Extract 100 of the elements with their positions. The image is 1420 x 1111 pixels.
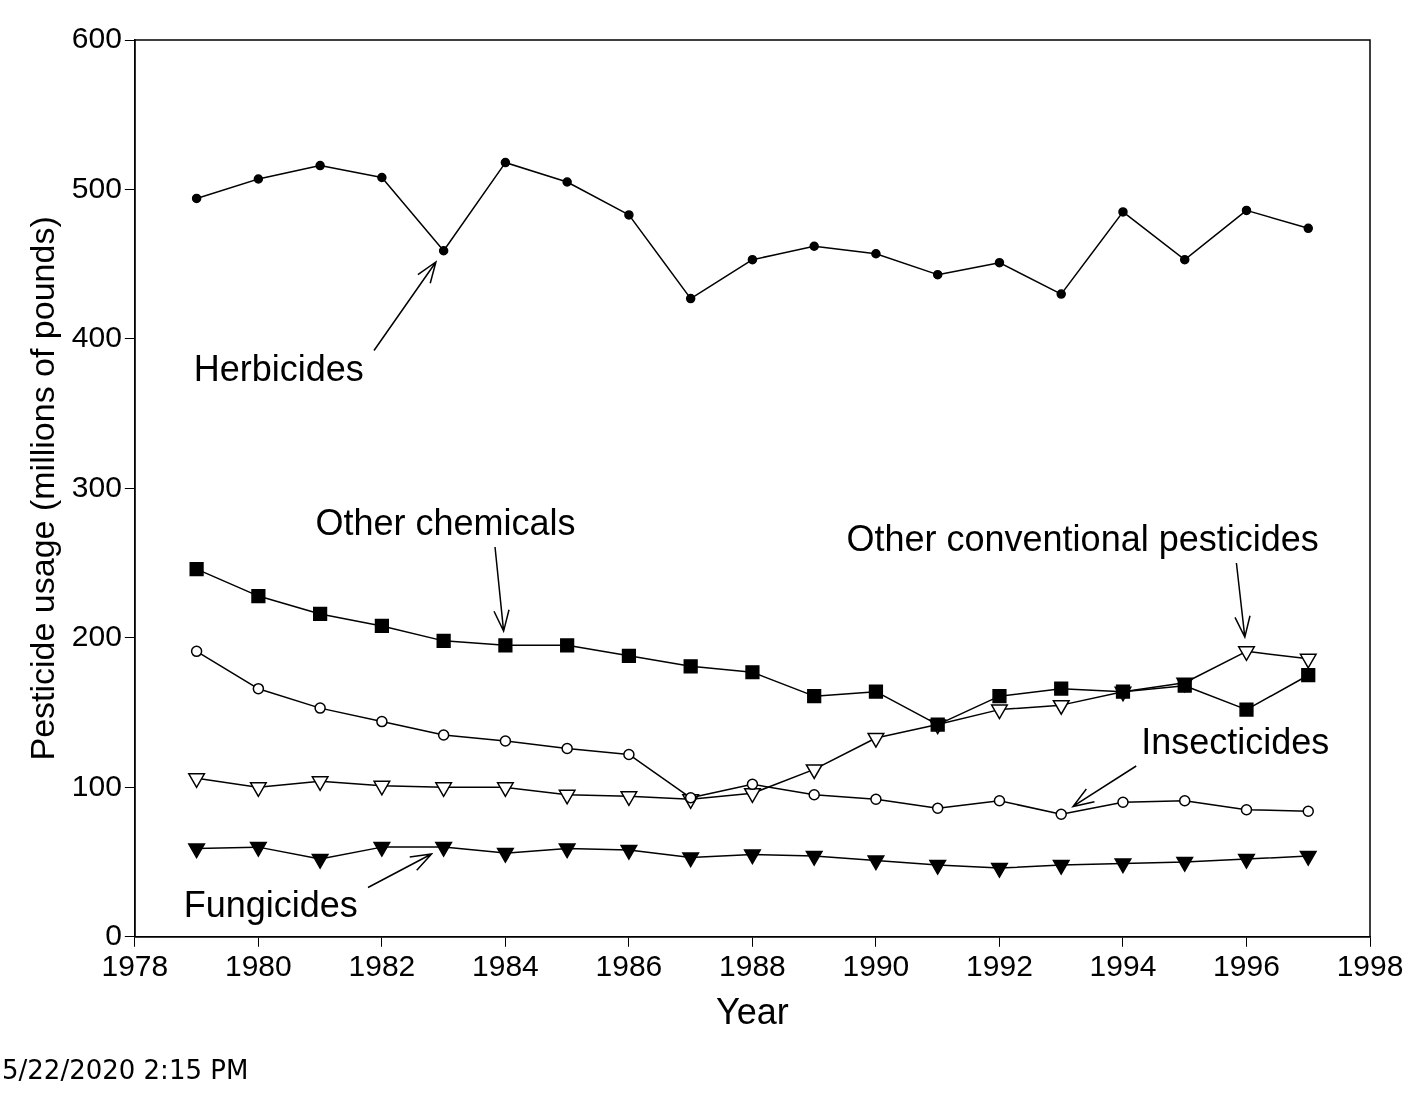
x-tick-label: 1978 [101, 949, 169, 983]
point [747, 254, 758, 265]
point [1117, 796, 1129, 809]
point [436, 633, 451, 648]
point [373, 841, 391, 857]
y-tick-label: 0 [105, 918, 122, 952]
point [867, 855, 885, 871]
point [1052, 699, 1070, 715]
point [188, 773, 206, 789]
y-tick-label: 100 [71, 768, 122, 802]
point [868, 684, 884, 699]
point [562, 177, 572, 187]
point [374, 618, 389, 634]
text: 5/22/2020 2:15 PM [2, 1055, 249, 1085]
point [620, 791, 638, 807]
point [808, 789, 820, 801]
point [929, 859, 947, 875]
x-tick-label: 1988 [719, 949, 786, 983]
point [313, 606, 328, 622]
text: Herbicides [193, 347, 364, 389]
point [743, 849, 761, 865]
point [438, 246, 449, 256]
point [871, 248, 881, 259]
point [1115, 684, 1131, 699]
point [870, 793, 882, 806]
point [252, 682, 265, 695]
point [435, 782, 453, 798]
point [992, 689, 1007, 704]
point [743, 788, 761, 804]
point [191, 193, 202, 204]
point [558, 789, 576, 805]
text: Other conventional pesticides [846, 518, 1319, 560]
y-tick-label: 300 [71, 469, 122, 503]
point [745, 665, 760, 680]
point [1302, 805, 1314, 817]
point [1301, 668, 1316, 683]
point [1054, 681, 1069, 696]
point [498, 638, 513, 653]
point [1118, 207, 1128, 217]
point [376, 715, 388, 728]
point [188, 843, 206, 859]
series-label: Other chemicals [315, 502, 576, 544]
point [1052, 859, 1070, 875]
point [189, 562, 204, 577]
point [623, 748, 635, 761]
point [807, 689, 822, 704]
point [932, 269, 943, 280]
x-tick-label: 1986 [595, 949, 663, 983]
y-axis-title: Pesticide usage (millions of pounds) [22, 216, 61, 761]
point [496, 782, 514, 798]
point [1179, 254, 1190, 265]
point [930, 717, 945, 732]
series-label: Fungicides [183, 884, 358, 926]
point [500, 157, 511, 168]
y-tick-label: 500 [71, 170, 122, 204]
point [1237, 646, 1256, 662]
point [314, 702, 326, 714]
point [1178, 795, 1191, 807]
point [249, 782, 267, 798]
x-tick-label: 1996 [1213, 949, 1280, 983]
point [437, 729, 450, 741]
point [746, 778, 759, 791]
point [311, 776, 329, 792]
point [561, 742, 573, 755]
point [805, 850, 823, 866]
point [190, 645, 203, 658]
x-tick-label: 1982 [348, 949, 416, 983]
series-label: Insecticides [1141, 721, 1330, 763]
point [496, 847, 514, 863]
x-axis-title: Year [716, 991, 789, 1033]
point [1239, 702, 1254, 717]
point [1176, 856, 1194, 872]
x-tick-label: 1990 [842, 949, 910, 983]
point [990, 862, 1008, 878]
point [373, 780, 391, 796]
point [1299, 653, 1317, 669]
point [560, 638, 575, 653]
point [682, 852, 700, 868]
point [1056, 289, 1066, 299]
point [1240, 804, 1253, 816]
point [558, 843, 576, 859]
point [311, 853, 329, 869]
point [1114, 858, 1132, 874]
point [249, 841, 267, 857]
point [931, 802, 944, 815]
point [1299, 850, 1317, 866]
y-tick-label: 600 [71, 21, 122, 55]
point [809, 241, 819, 252]
x-tick-label: 1998 [1336, 949, 1404, 983]
x-tick-label: 1984 [472, 949, 539, 983]
point [683, 659, 698, 674]
point [251, 588, 266, 604]
point [377, 172, 387, 183]
x-tick-label: 1992 [966, 949, 1033, 983]
point [994, 257, 1005, 268]
point [805, 764, 823, 780]
point [1237, 853, 1256, 869]
point [620, 844, 638, 860]
point [253, 174, 264, 184]
y-tick-label: 400 [71, 320, 122, 354]
